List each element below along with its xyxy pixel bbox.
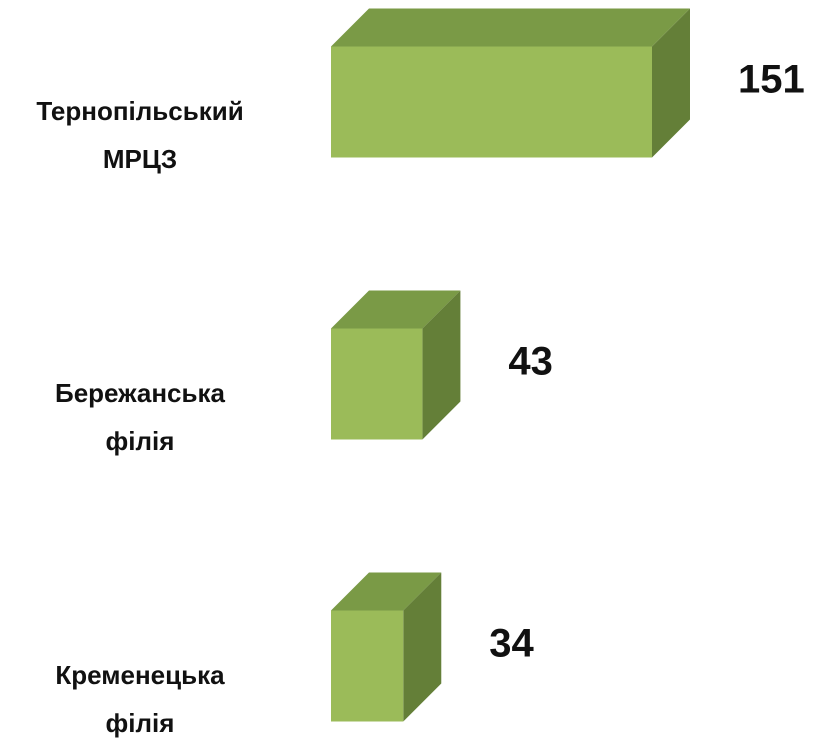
value-label: 34 — [489, 621, 534, 666]
bar-side — [652, 8, 690, 158]
bar — [331, 328, 423, 440]
bar — [331, 610, 404, 722]
category-label: Бережанська філія — [55, 378, 225, 456]
bar-side — [422, 290, 461, 440]
category-label: Кременецька філія — [55, 660, 225, 738]
bar — [331, 46, 652, 158]
bar-top — [331, 572, 442, 611]
category-label: Тернопільський МРЦЗ — [36, 96, 244, 174]
value-label: 151 — [738, 57, 805, 102]
bar-top — [331, 8, 690, 47]
bar-side — [403, 572, 442, 722]
bar-top — [331, 290, 461, 329]
value-label: 43 — [508, 339, 553, 384]
